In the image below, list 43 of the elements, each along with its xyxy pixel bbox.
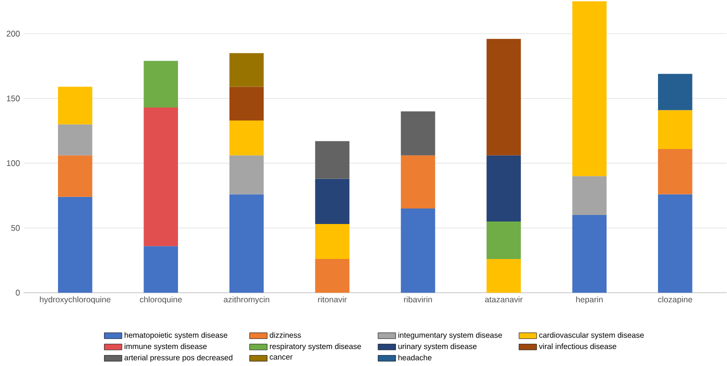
bar xyxy=(658,74,692,110)
bar xyxy=(315,259,350,293)
bar xyxy=(658,110,692,149)
bar xyxy=(58,86,92,124)
bar xyxy=(486,259,521,293)
bar xyxy=(229,53,264,87)
bar xyxy=(229,120,264,156)
x-tick-label: ribavirin xyxy=(404,296,432,302)
bar xyxy=(400,208,436,293)
x-tick-label: atazanavir xyxy=(485,296,523,302)
bar xyxy=(572,215,607,293)
y-tick-label: 200 xyxy=(6,30,20,37)
x-tick-label: heparin xyxy=(576,296,603,304)
bar xyxy=(144,60,178,108)
bar xyxy=(315,141,350,179)
bar xyxy=(572,176,607,216)
bar xyxy=(400,155,436,209)
bar xyxy=(572,1,607,176)
x-tick-label: hydroxychloroquine xyxy=(40,296,111,304)
bar xyxy=(229,86,264,120)
bar xyxy=(658,148,692,194)
bar xyxy=(486,155,521,222)
x-tick-label: clozapine xyxy=(658,296,692,304)
bar xyxy=(315,224,350,260)
bar xyxy=(400,111,436,156)
bar xyxy=(58,124,92,156)
x-tick-label: chloroquine xyxy=(140,296,182,304)
bar xyxy=(658,194,692,293)
bar xyxy=(229,194,264,293)
bar xyxy=(58,155,92,197)
bar xyxy=(486,221,521,260)
y-tick-label: 0 xyxy=(16,290,20,296)
bar xyxy=(144,246,178,293)
bar xyxy=(229,155,264,194)
bar xyxy=(486,38,521,156)
bar xyxy=(58,196,92,293)
y-tick-label: 50 xyxy=(11,225,20,231)
y-tick-label: 100 xyxy=(6,160,20,166)
bar xyxy=(144,108,178,246)
x-tick-label: ritonavir xyxy=(318,296,347,302)
y-tick-label: 150 xyxy=(6,96,20,102)
bar xyxy=(315,178,350,224)
x-tick-label: azithromycin xyxy=(224,296,270,304)
